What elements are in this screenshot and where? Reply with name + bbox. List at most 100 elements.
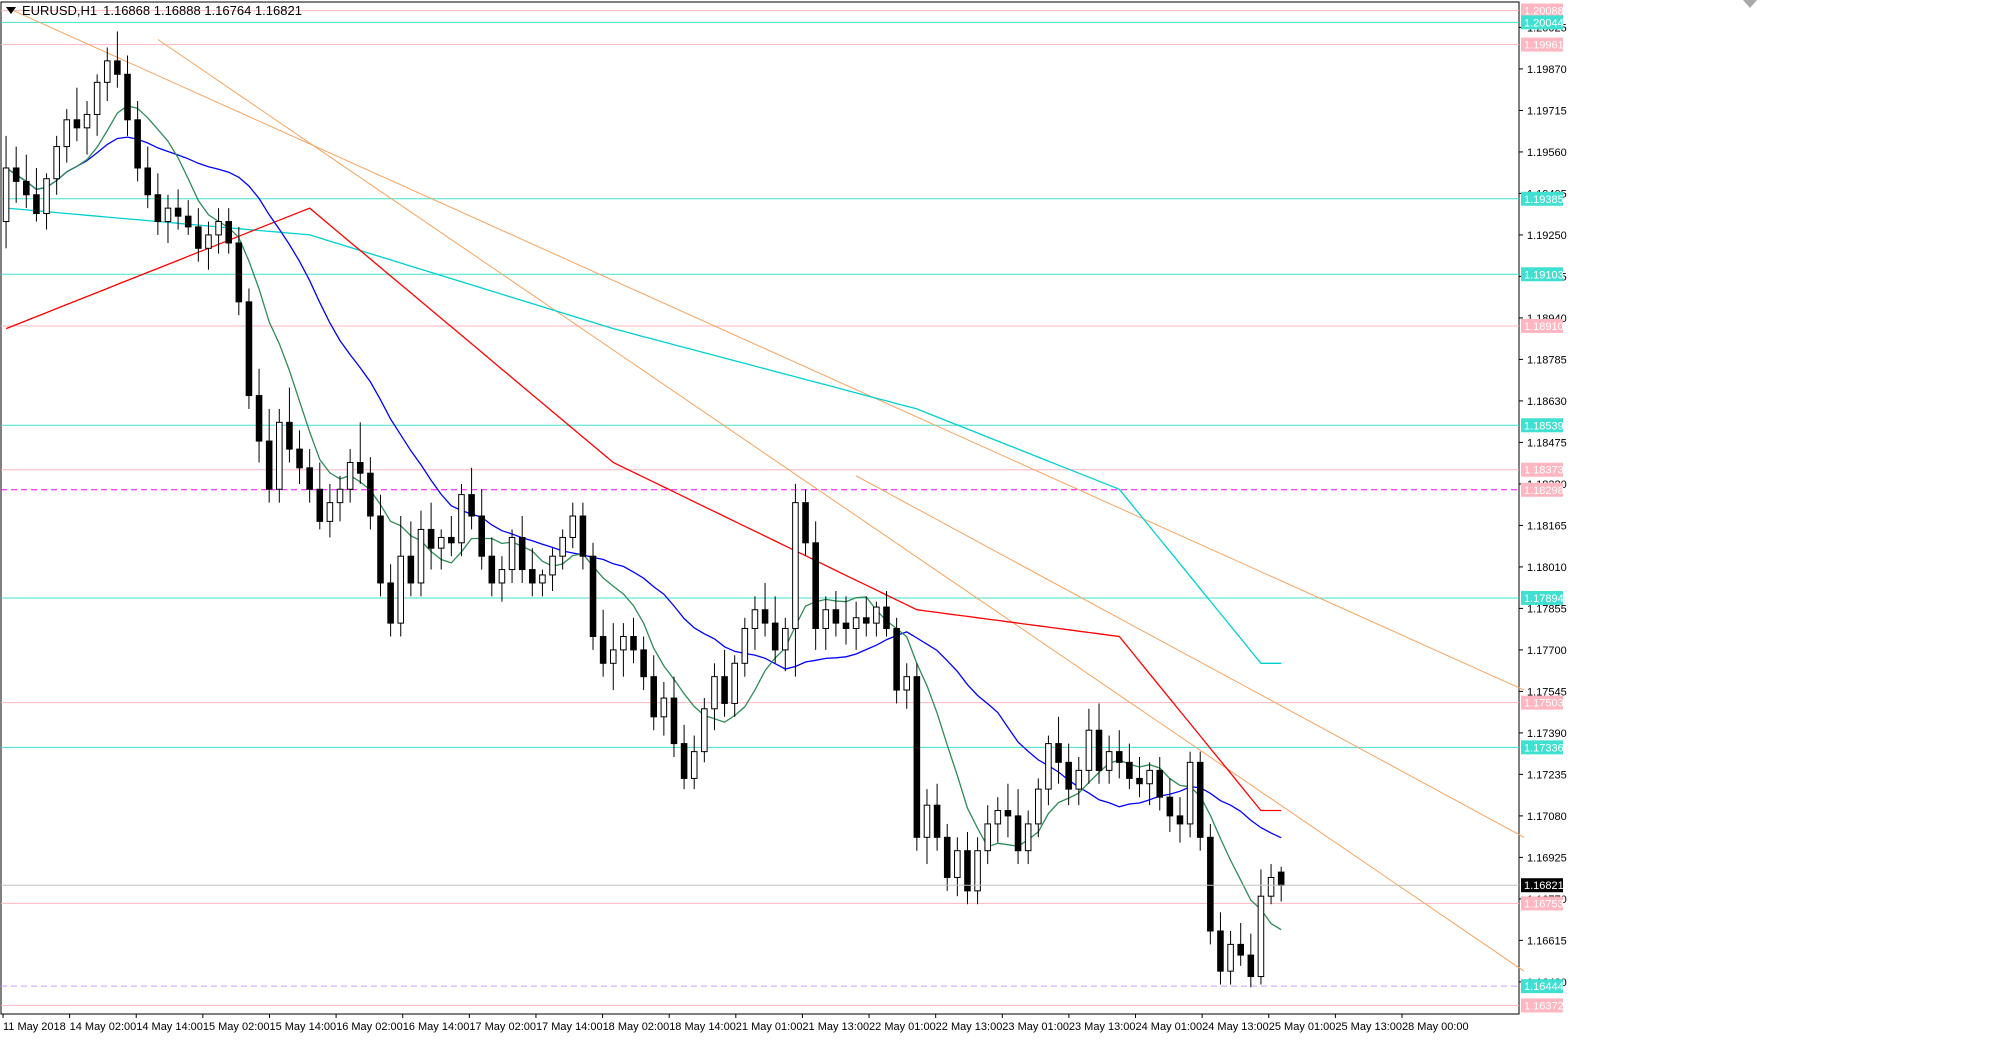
candle: [832, 590, 840, 637]
candle-body: [1207, 836, 1214, 932]
candle-body: [93, 81, 101, 115]
candle-body: [1257, 895, 1265, 978]
candle-body: [1136, 777, 1143, 785]
candle: [994, 797, 1002, 843]
candle: [549, 548, 556, 591]
time-tick-label: 25 May 01:00: [1269, 1021, 1336, 1033]
candle-body: [1186, 761, 1194, 825]
candle-body: [559, 536, 566, 557]
candle: [33, 167, 40, 222]
candle: [103, 47, 111, 102]
candle-body: [215, 221, 222, 236]
time-tick-label: 22 May 01:00: [869, 1021, 936, 1033]
price-tick-label: 1.17390: [1527, 728, 1567, 740]
candle-body: [903, 676, 911, 691]
level-tag-label: 1.18910: [1524, 321, 1564, 333]
candle-body: [468, 494, 475, 517]
dropdown-arrow-icon[interactable]: [6, 7, 16, 14]
candle-body: [225, 221, 232, 244]
candle-body: [1166, 796, 1174, 817]
level-tag: [1521, 418, 1563, 433]
candle-body: [1095, 729, 1103, 771]
candle-body: [1217, 930, 1224, 972]
time-tick-label: 28 May 00:00: [1402, 1021, 1469, 1033]
candle-body: [63, 119, 71, 148]
candle: [984, 805, 991, 865]
candle-body: [1014, 815, 1022, 852]
candle-body: [174, 207, 182, 217]
price-tick-label: 1.17080: [1527, 811, 1567, 823]
candle-body: [134, 119, 141, 169]
candle: [711, 663, 718, 731]
time-tick-label: 18 May 02:00: [603, 1021, 670, 1033]
candle-body: [549, 555, 556, 576]
candle: [650, 655, 658, 731]
candle: [1075, 756, 1083, 806]
candle-body: [943, 836, 951, 878]
candle: [812, 521, 819, 650]
candle: [417, 510, 425, 597]
time-tick-label: 11 May 2018: [3, 1021, 66, 1033]
level-tag: [1521, 3, 1563, 18]
candle: [569, 502, 577, 549]
candle-body: [701, 708, 708, 753]
level-tag: [1521, 267, 1563, 282]
candle: [640, 636, 647, 691]
candle-body: [782, 627, 789, 651]
candle: [842, 596, 850, 645]
candle: [670, 676, 678, 757]
time-tick-label: 21 May 13:00: [802, 1021, 869, 1033]
time-tick-label: 17 May 14:00: [536, 1021, 603, 1033]
candle-body: [488, 555, 496, 584]
candle: [782, 617, 789, 672]
candle: [377, 494, 384, 597]
candle: [792, 483, 799, 677]
candle: [276, 408, 283, 503]
candle: [660, 682, 668, 736]
candle: [883, 590, 890, 637]
candle-body: [893, 627, 900, 691]
candle-body: [448, 536, 455, 544]
candle: [893, 617, 900, 704]
collapse-triangle-icon[interactable]: [1743, 0, 1757, 8]
candle: [1035, 778, 1042, 838]
candle: [721, 649, 728, 717]
time-tick-label: 24 May 01:00: [1136, 1021, 1203, 1033]
candle: [599, 609, 607, 677]
candle-body: [498, 569, 506, 584]
candle: [367, 457, 374, 530]
level-tag: [1521, 318, 1563, 333]
candle-body: [579, 515, 587, 557]
candle-body: [23, 180, 30, 196]
candle: [336, 475, 344, 522]
time-tick-label: 15 May 14:00: [269, 1021, 336, 1033]
candle-body: [306, 467, 313, 490]
candle: [215, 208, 222, 254]
candle-body: [1115, 751, 1123, 763]
candle: [771, 596, 779, 664]
time-tick-label: 23 May 13:00: [1069, 1021, 1136, 1033]
candle: [1065, 743, 1072, 806]
candle: [225, 208, 232, 254]
candle: [498, 556, 506, 602]
candle-body: [852, 617, 860, 629]
level-tag-label: 1.16372: [1524, 1000, 1564, 1012]
time-tick-label: 23 May 01:00: [1002, 1021, 1069, 1033]
price-tick-label: 1.19560: [1527, 147, 1567, 159]
candle-body: [883, 606, 890, 629]
candle: [235, 226, 243, 316]
candle: [1105, 735, 1113, 784]
candle-body: [286, 421, 293, 450]
candle: [1136, 756, 1143, 798]
candle: [1176, 797, 1184, 843]
candle-body: [974, 850, 981, 892]
time-tick-label: 15 May 02:00: [203, 1021, 270, 1033]
candle-body: [1085, 729, 1093, 771]
time-tick-label: 18 May 14:00: [669, 1021, 736, 1033]
candle-body: [12, 167, 20, 182]
candle: [690, 735, 698, 790]
candle: [23, 154, 30, 209]
ohlc-readout: 1.16868 1.16888 1.16764 1.16821: [103, 3, 302, 18]
